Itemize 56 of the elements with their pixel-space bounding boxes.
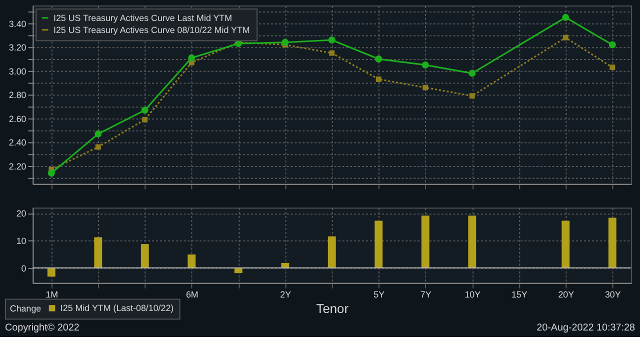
bar [421,216,430,268]
point [608,41,616,48]
bar [281,262,290,268]
bar [188,254,196,268]
y-tick-label: 0 [21,263,26,274]
y-tick-label: 20 [16,208,26,219]
x-tick-label: 2Y [280,289,292,300]
bar [562,220,570,268]
x-tick-label: 5Y [374,289,385,300]
point [329,50,335,56]
text: 20-Aug-2022 10:37:28 [536,322,636,334]
y-tick-label: 2.20 [8,161,26,172]
point [469,93,475,99]
point [376,76,382,82]
x-tick-label: 20Y [558,289,574,300]
text: Copyright© 2022 [4,322,80,334]
y-tick-label: 3.40 [8,18,26,29]
point [562,14,570,21]
bar [140,244,149,268]
point [188,54,196,62]
x-tick-label: 15Y [511,289,528,300]
bar [608,218,616,268]
x-axis-title: Tenor [316,301,350,316]
bar [94,237,102,268]
point [562,34,568,40]
legend-label: I25 US Treasury Actives Curve 08/10/22 Mid YTM [54,24,250,35]
point [94,130,102,138]
x-tick-label: 10Y [464,289,481,300]
legend-label: I25 US Treasury Actives Curve Last Mid YTM [54,12,232,23]
y-tick-label: 3.00 [8,66,26,76]
x-tick-label: 7Y [420,289,432,300]
y-tick-label: 3.20 [8,42,26,53]
point [48,170,55,177]
y-tick-label: 2.40 [8,138,26,148]
legend-label: I25 Mid YTM (Last-08/10/22) [60,303,174,314]
x-tick-label: 30Y [604,289,621,300]
point [610,64,616,70]
point [422,61,429,68]
legend-title: Change [10,304,42,314]
x-tick-label: 6M [186,289,198,300]
point [468,70,476,77]
x-tick-label: 1M [46,289,58,300]
point [328,36,336,44]
bar [374,220,383,268]
point [142,116,148,122]
y-tick-label: 2.80 [8,90,26,100]
bar [328,236,336,268]
point [282,38,289,46]
y-tick-label: 2.60 [8,114,26,124]
bar [47,268,56,277]
point [141,106,148,114]
y-tick-label: 10 [16,236,26,246]
point [422,84,428,90]
bar [468,216,476,268]
point [375,56,382,63]
point [95,144,101,150]
